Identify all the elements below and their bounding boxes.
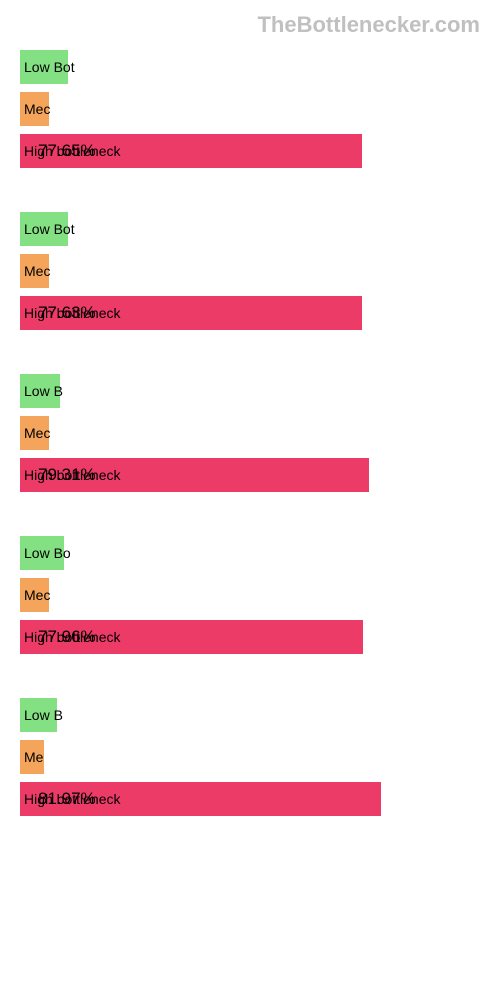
bar-row: Mec — [20, 578, 480, 612]
bar-label: Mec — [24, 425, 50, 441]
bar-label: Mec — [24, 263, 50, 279]
bar-label: Mec — [24, 101, 50, 117]
chart-container: Low Bot Mec High bottleneck 77.65% Low B… — [0, 0, 500, 836]
bar-row: Low Bot — [20, 50, 480, 84]
bar-medium: Mec — [20, 92, 49, 126]
bar-label: Low Bot — [24, 59, 75, 75]
bar-low: Low B — [20, 698, 57, 732]
bar-medium: Mec — [20, 416, 49, 450]
chart-group-0: Low Bot Mec High bottleneck 77.65% — [20, 50, 480, 168]
bar-label: Mec — [24, 587, 50, 603]
bar-row: High bottleneck 77.63% — [20, 296, 480, 330]
bar-row: Mec — [20, 416, 480, 450]
bar-medium: Mec — [20, 254, 49, 288]
bar-row: Mec — [20, 254, 480, 288]
bar-label: Low B — [24, 383, 63, 399]
bar-label: Low Bo — [24, 545, 71, 561]
bar-low: Low B — [20, 374, 60, 408]
bar-value: 79.31% — [38, 465, 96, 485]
chart-group-4: Low B Me High bottleneck 81.97% — [20, 698, 480, 816]
bar-row: High bottleneck 81.97% — [20, 782, 480, 816]
bar-value: 77.63% — [38, 303, 96, 323]
bar-row: Low B — [20, 374, 480, 408]
bar-label: Low Bot — [24, 221, 75, 237]
bar-label: Low B — [24, 707, 63, 723]
chart-group-2: Low B Mec High bottleneck 79.31% — [20, 374, 480, 492]
bar-row: High bottleneck 77.65% — [20, 134, 480, 168]
bar-row: High bottleneck 77.96% — [20, 620, 480, 654]
bar-low: Low Bot — [20, 50, 68, 84]
bar-value: 77.96% — [38, 627, 96, 647]
bar-value: 81.97% — [38, 789, 96, 809]
bar-value: 77.65% — [38, 141, 96, 161]
bar-medium: Mec — [20, 578, 49, 612]
bar-row: Mec — [20, 92, 480, 126]
bar-label: Me — [24, 749, 43, 765]
bar-row: Low Bot — [20, 212, 480, 246]
bar-row: Low B — [20, 698, 480, 732]
bar-row: Low Bo — [20, 536, 480, 570]
watermark-text: TheBottlenecker.com — [257, 12, 480, 38]
bar-row: High bottleneck 79.31% — [20, 458, 480, 492]
chart-group-1: Low Bot Mec High bottleneck 77.63% — [20, 212, 480, 330]
bar-medium: Me — [20, 740, 44, 774]
bar-low: Low Bo — [20, 536, 64, 570]
bar-row: Me — [20, 740, 480, 774]
chart-group-3: Low Bo Mec High bottleneck 77.96% — [20, 536, 480, 654]
bar-low: Low Bot — [20, 212, 68, 246]
